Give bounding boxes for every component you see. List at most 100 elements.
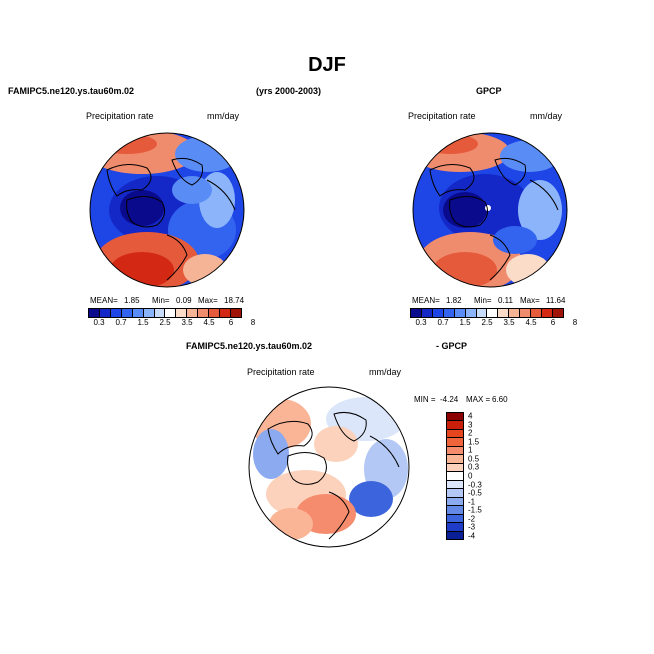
colorbar-swatch <box>520 309 532 317</box>
diff-case-right: - GPCP <box>436 341 468 351</box>
colorbar-swatch <box>121 309 133 317</box>
model-mean-value: 1.85 <box>124 296 140 305</box>
colorbar-swatch <box>411 309 422 317</box>
obs-max-value: 11.64 <box>546 296 566 305</box>
colorbar-tick-label: 1.5 <box>468 437 480 447</box>
colorbar-swatch <box>209 309 221 317</box>
obs-colorbar-swatches <box>410 308 564 318</box>
colorbar-swatch <box>447 455 463 464</box>
colorbar-tick-label: 1.5 <box>137 318 149 327</box>
obs-colorbar-ticks: 0.3 0.7 1.5 2.5 3.5 4.5 6 8 <box>410 318 577 328</box>
page-title: DJF <box>308 54 346 76</box>
colorbar-tick-label: 2 <box>468 428 473 438</box>
colorbar-tick-label: 3.5 <box>503 318 515 327</box>
colorbar-tick-label: 0.3 <box>415 318 427 327</box>
colorbar-tick-label: -0.5 <box>468 488 482 498</box>
colorbar-swatch <box>447 438 463 447</box>
colorbar-tick-label: -0.3 <box>468 480 482 490</box>
colorbar-tick-label: 6 <box>550 318 556 327</box>
colorbar-tick-label: -1.5 <box>468 505 482 515</box>
colorbar-swatch <box>447 480 463 490</box>
colorbar-swatch <box>230 309 241 317</box>
obs-polar-map <box>412 132 568 288</box>
diff-min-value: -4.24 <box>440 395 459 404</box>
diff-min-label: MIN = <box>414 395 436 404</box>
model-max-value: 18.74 <box>224 296 245 305</box>
colorbar-swatch <box>447 463 463 473</box>
colorbar-tick-label: 0.3 <box>468 462 480 472</box>
model-max-label: Max= <box>198 296 218 305</box>
colorbar-swatch <box>447 413 463 422</box>
colorbar-swatch <box>476 309 488 317</box>
obs-colorbar: 0.3 0.7 1.5 2.5 3.5 4.5 6 8 <box>410 308 577 328</box>
obs-mean-label: MEAN= <box>412 296 440 305</box>
colorbar-tick-label: 4 <box>468 411 473 421</box>
obs-max-label: Max= <box>520 296 540 305</box>
colorbar-swatch <box>154 309 166 317</box>
model-min-label: Min= <box>152 296 170 305</box>
model-polar-map <box>89 132 245 288</box>
colorbar-tick-label: -4 <box>468 531 476 541</box>
obs-units-label: mm/day <box>530 111 563 121</box>
obs-mean-value: 1.82 <box>446 296 462 305</box>
diff-variable-label: Precipitation rate <box>247 367 315 377</box>
colorbar-tick-label: -2 <box>468 514 476 524</box>
diff-colorbar-ticks: 4 3 2 1.5 1 0.5 0.3 0 -0.3 -0.5 -1 -1.5 -2 -3 -4 <box>468 412 498 540</box>
colorbar-tick-label: 4.5 <box>525 318 537 327</box>
colorbar-swatch <box>220 309 231 317</box>
colorbar-tick-label: 3.5 <box>181 318 193 327</box>
colorbar-swatch <box>542 309 553 317</box>
colorbar-tick-label: 0.5 <box>468 454 480 464</box>
colorbar-swatch <box>447 472 463 481</box>
model-case-name: FAMIPC5.ne120.ys.tau60m.02 <box>8 86 135 96</box>
model-variable-label: Precipitation rate <box>86 111 154 121</box>
colorbar-swatch <box>447 446 463 456</box>
colorbar-swatch <box>531 309 543 317</box>
colorbar-swatch <box>498 309 510 317</box>
colorbar-tick-label: 8 <box>572 318 578 327</box>
diff-max-value: 6.60 <box>492 395 508 404</box>
colorbar-swatch <box>447 514 463 524</box>
obs-variable-label: Precipitation rate <box>408 111 476 121</box>
colorbar-swatch <box>165 309 177 317</box>
colorbar-swatch <box>454 309 466 317</box>
colorbar-swatch <box>443 309 455 317</box>
obs-min-label: Min= <box>474 296 492 305</box>
diff-units-label: mm/day <box>369 367 402 377</box>
colorbar-swatch <box>176 309 188 317</box>
colorbar-swatch <box>447 506 463 515</box>
colorbar-tick-label: 0.7 <box>115 318 127 327</box>
diff-max-label: MAX = <box>466 395 491 404</box>
model-colorbar-swatches <box>88 308 242 318</box>
colorbar-swatch <box>143 309 155 317</box>
obs-min-value: 0.11 <box>498 296 513 305</box>
colorbar-tick-label: 1 <box>468 445 473 455</box>
colorbar-swatch <box>198 309 210 317</box>
colorbar-tick-label: 0 <box>468 471 473 481</box>
colorbar-swatch <box>465 309 477 317</box>
diff-polar-map <box>248 386 410 548</box>
colorbar-swatch <box>447 429 463 439</box>
colorbar-tick-label: 0.7 <box>437 318 449 327</box>
model-colorbar: 0.3 0.7 1.5 2.5 3.5 4.5 6 8 <box>88 308 255 328</box>
colorbar-swatch <box>421 309 433 317</box>
colorbar-tick-label: 8 <box>250 318 256 327</box>
model-units-label: mm/day <box>207 111 240 121</box>
colorbar-swatch <box>552 309 563 317</box>
colorbar-tick-label: -3 <box>468 522 476 532</box>
colorbar-swatch <box>132 309 144 317</box>
colorbar-swatch <box>487 309 499 317</box>
colorbar-tick-label: 0.3 <box>93 318 105 327</box>
colorbar-tick-label: -1 <box>468 497 476 507</box>
model-colorbar-ticks: 0.3 0.7 1.5 2.5 3.5 4.5 6 8 <box>88 318 255 328</box>
colorbar-tick-label: 4.5 <box>203 318 215 327</box>
model-mean-label: MEAN= <box>90 296 118 305</box>
colorbar-tick-label: 1.5 <box>459 318 471 327</box>
colorbar-swatch <box>187 309 199 317</box>
colorbar-tick-label: 3 <box>468 420 473 430</box>
colorbar-swatch <box>447 497 463 507</box>
diff-colorbar: 4 3 2 1.5 1 0.5 0.3 0 -0.3 -0.5 -1 -1.5 -2 -3 -4 <box>446 412 498 540</box>
diff-case-left: FAMIPC5.ne120.ys.tau60m.02 <box>186 341 313 351</box>
colorbar-tick-label: 6 <box>228 318 234 327</box>
model-min-value: 0.09 <box>176 296 192 305</box>
